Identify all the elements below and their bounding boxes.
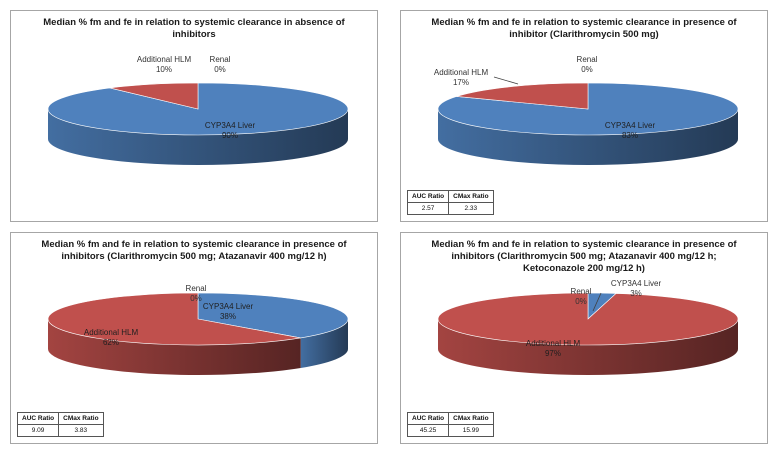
pie-panel-no-inhibitors: Median % fm and fe in relation to system…	[10, 10, 378, 222]
pie-label-renal: Renal 0%	[571, 287, 592, 306]
pie-chart-svg: CYP3A4 Liver 83% Additional HLM 17% Renal 0%	[434, 55, 739, 165]
chart-title: Median % fm and fe in relation to system…	[401, 17, 767, 41]
pie-slice-additional-hlm	[47, 292, 301, 346]
chart-title-line: Ketoconazole 200 mg/12 h)	[523, 263, 645, 274]
pie-side-cyp3a4-liver	[438, 109, 738, 165]
ratio-table: AUC Ratio CMax Ratio 45.25 15.99	[406, 412, 494, 437]
ratio-table: AUC Ratio CMax Ratio 2.57 2.33	[406, 190, 494, 215]
cmax-ratio-header: CMax Ratio	[58, 412, 104, 425]
pie-label-renal: Renal 0%	[210, 55, 231, 74]
pie-label-additional-hlm: Additional HLM 17%	[434, 68, 489, 87]
pie-panel-three-inhibitors: Median % fm and fe in relation to system…	[400, 232, 768, 444]
pie-chart-svg: CYP3A4 Liver 90% Additional HLM 10% Renal 0%	[47, 55, 349, 165]
pie-label-additional-hlm: Additional HLM 62%	[84, 328, 139, 347]
pie-label-renal: Renal 0%	[577, 55, 598, 74]
chart-title: Median % fm and fe in relation to system…	[11, 17, 377, 41]
label-leader-line	[493, 76, 519, 85]
pie-label-renal: Renal 0%	[186, 284, 207, 303]
cmax-ratio-value: 15.99	[448, 424, 494, 437]
chart-title-line: Median % fm and fe in relation to system…	[41, 239, 347, 250]
auc-ratio-header: AUC Ratio	[406, 190, 450, 203]
pie-label-cyp3a4-liver: CYP3A4 Liver 90%	[205, 121, 256, 140]
label-leader-line	[592, 292, 602, 312]
pie-slice-additional-hlm	[456, 82, 589, 110]
cmax-ratio-value: 3.83	[58, 424, 104, 437]
chart-title: Median % fm and fe in relation to system…	[11, 239, 377, 263]
pie-slice-cyp3a4-liver	[197, 292, 349, 339]
pie-chart-svg: CYP3A4 Liver 38% Additional HLM 62% Renal 0%	[47, 284, 349, 375]
pie-side-additional-hlm	[438, 319, 738, 375]
auc-ratio-value: 45.25	[406, 424, 450, 437]
pie-chart-svg: CYP3A4 Liver 3% Additional HLM 97% Renal 0%	[437, 279, 739, 375]
pie-side-cyp3a4-liver	[48, 109, 348, 165]
pie-slice-additional-hlm	[437, 292, 739, 346]
chart-title-line: inhibitors (Clarithromycin 500 mg; Ataza…	[61, 251, 327, 262]
chart-title-line: Median % fm and fe in relation to system…	[431, 17, 737, 28]
pie-label-cyp3a4-liver: CYP3A4 Liver 3%	[611, 279, 662, 298]
chart-title: Median % fm and fe in relation to system…	[401, 239, 767, 275]
auc-ratio-value: 9.09	[16, 424, 60, 437]
ratio-table: AUC Ratio CMax Ratio 9.09 3.83	[16, 412, 104, 437]
auc-ratio-header: AUC Ratio	[16, 412, 60, 425]
chart-title-line: Median % fm and fe in relation to system…	[43, 17, 345, 28]
pie-label-cyp3a4-liver: CYP3A4 Liver 38%	[203, 302, 254, 321]
auc-ratio-value: 2.57	[406, 202, 450, 215]
chart-title-line: inhibitors (Clarithromycin 500 mg; Ataza…	[451, 251, 717, 262]
chart-title-line: inhibitor (Clarithromycin 500 mg)	[509, 29, 659, 40]
chart-title-line: inhibitors	[172, 29, 216, 40]
cmax-ratio-value: 2.33	[448, 202, 494, 215]
chart-title-line: Median % fm and fe in relation to system…	[431, 239, 737, 250]
cmax-ratio-header: CMax Ratio	[448, 412, 494, 425]
pie-label-additional-hlm: Additional HLM 10%	[137, 55, 192, 74]
pie-label-additional-hlm: Additional HLM 97%	[526, 339, 581, 358]
pie-side-additional-hlm	[48, 319, 301, 375]
pie-slice-additional-hlm	[109, 82, 199, 110]
pie-side-cyp3a4-liver	[300, 319, 348, 368]
cmax-ratio-header: CMax Ratio	[448, 190, 494, 203]
pie-panel-clarithromycin: Median % fm and fe in relation to system…	[400, 10, 768, 222]
pie-label-cyp3a4-liver: CYP3A4 Liver 83%	[605, 121, 656, 140]
auc-ratio-header: AUC Ratio	[406, 412, 450, 425]
pie-panel-clarithromycin-atazanavir: Median % fm and fe in relation to system…	[10, 232, 378, 444]
